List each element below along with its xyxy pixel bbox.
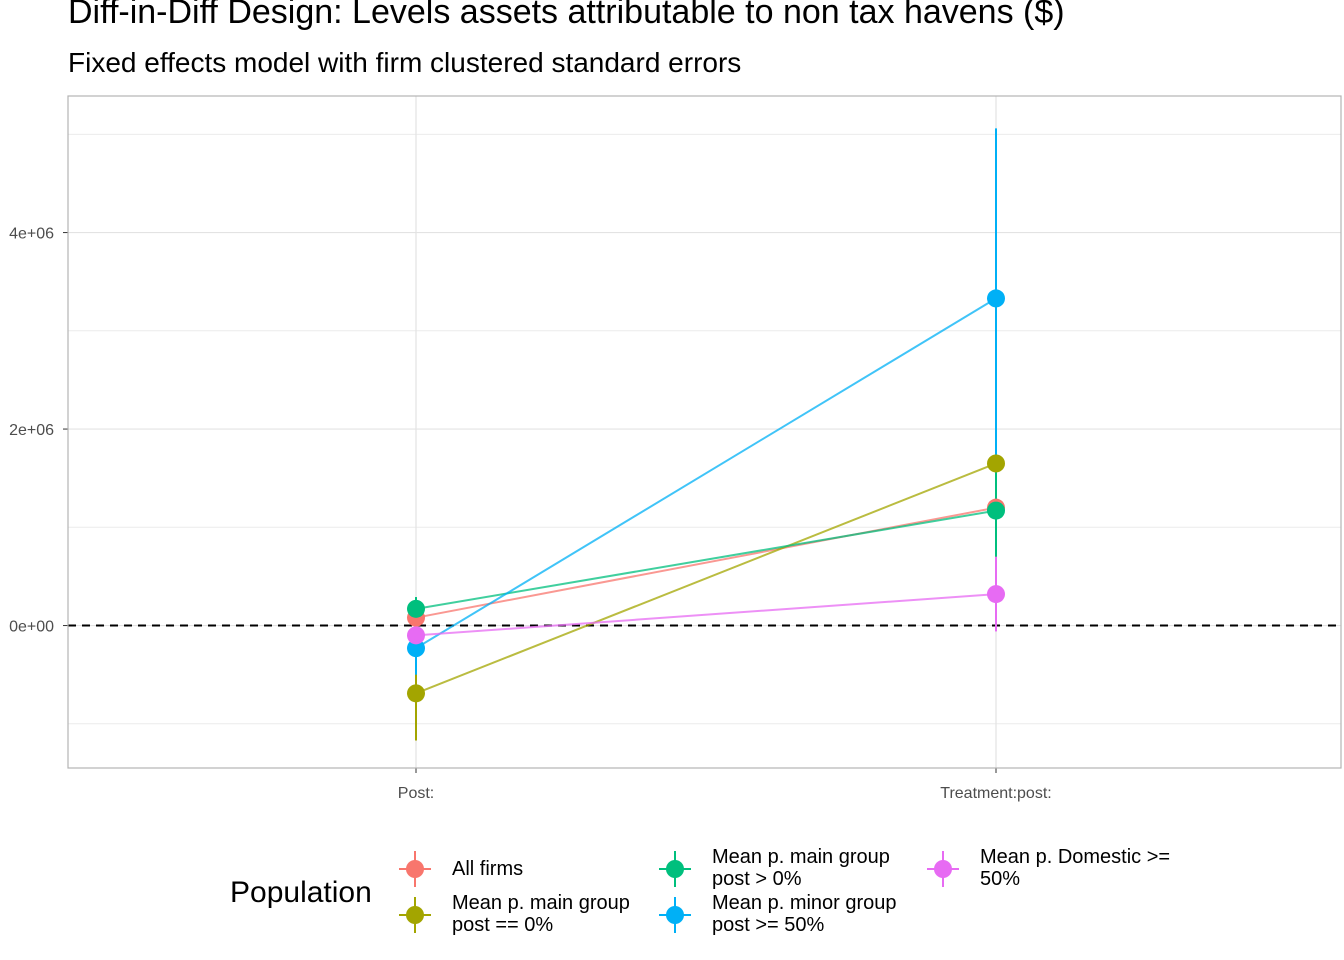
legend-label: Mean p. Domestic >= 50%	[980, 846, 1171, 890]
y-tick-label: 0e+00	[9, 619, 54, 636]
series-3	[415, 128, 997, 675]
data-point	[407, 639, 425, 658]
data-point	[987, 585, 1005, 604]
legend-key-point	[934, 860, 952, 878]
legend-title: Population	[230, 876, 372, 909]
legend-key-icon	[659, 897, 691, 933]
legend-key-point	[666, 906, 684, 924]
panel-border	[67, 95, 1342, 769]
data-point	[407, 684, 425, 703]
series-points-4	[407, 585, 1005, 645]
legend-key-icon	[927, 851, 959, 887]
data-point	[987, 501, 1005, 520]
y-tick-label: 2e+06	[9, 422, 54, 439]
series-line	[415, 509, 997, 610]
series-line	[415, 462, 997, 695]
legend-label: Mean p. main group post == 0%	[452, 892, 630, 936]
series-points-3	[407, 289, 1005, 658]
legend-key-point	[406, 906, 424, 924]
data-point	[407, 599, 425, 618]
legend-key-icon	[399, 851, 431, 887]
series-4	[415, 556, 997, 649]
axis-layer: 0e+00 2e+06 4e+06 Post: Treatment:post:	[9, 95, 1342, 802]
data-point	[987, 289, 1005, 308]
x-tick-label: Post:	[398, 785, 434, 802]
legend-label: Mean p. main group post > 0%	[712, 846, 890, 890]
series-0	[415, 458, 997, 628]
legend-key-icon	[399, 897, 431, 933]
data-point	[987, 454, 1005, 473]
series-line	[415, 593, 997, 637]
legend-label: All firms	[452, 858, 524, 880]
series-1	[415, 370, 997, 741]
x-tick-label: Treatment:post:	[940, 785, 1051, 802]
series-points-1	[407, 454, 1005, 703]
legend-key-point	[406, 860, 424, 878]
series-line	[415, 297, 997, 649]
legend-label: Mean p. minor group post >= 50%	[712, 892, 897, 936]
chart-subtitle: Fixed effects model with firm clustered …	[68, 47, 742, 78]
grid-layer	[68, 96, 1341, 768]
legend-key-point	[666, 860, 684, 878]
data-point	[407, 626, 425, 645]
series-2	[415, 464, 997, 621]
series-points-2	[407, 501, 1005, 618]
legend-key-icon	[659, 851, 691, 887]
y-tick-label: 4e+06	[9, 226, 54, 243]
series-layer	[407, 128, 1005, 741]
chart-title: Diff-in-Diff Design: Levels assets attri…	[68, 0, 1065, 31]
legend: Population All firms Mean p. main group p…	[230, 846, 1230, 956]
